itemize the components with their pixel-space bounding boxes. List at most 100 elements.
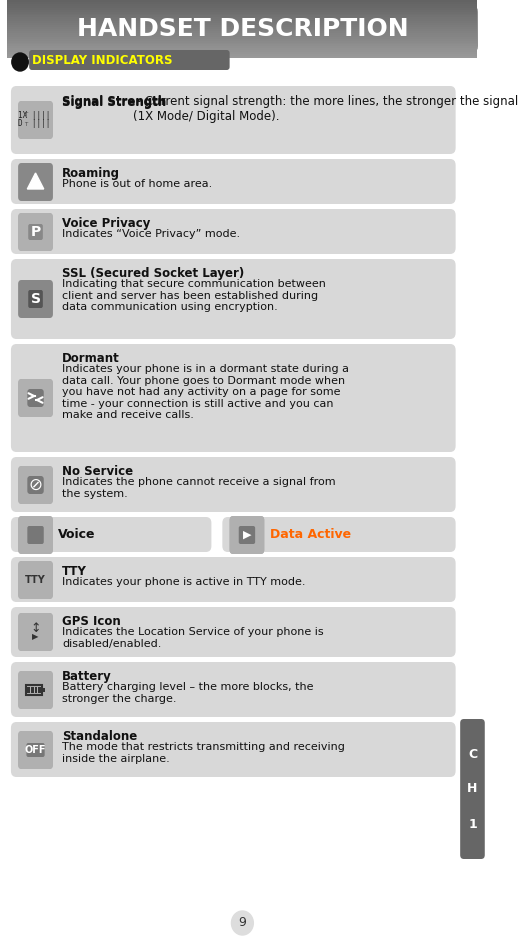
Bar <box>7 38 478 40</box>
Bar <box>7 45 478 48</box>
FancyBboxPatch shape <box>18 731 53 769</box>
Bar <box>7 38 478 40</box>
FancyBboxPatch shape <box>28 224 43 240</box>
Bar <box>7 6 478 8</box>
FancyBboxPatch shape <box>18 101 53 139</box>
FancyBboxPatch shape <box>27 743 45 757</box>
FancyBboxPatch shape <box>18 213 53 251</box>
Bar <box>7 55 478 58</box>
Bar <box>38 687 41 693</box>
Text: GPS Icon: GPS Icon <box>62 615 121 628</box>
Bar <box>7 13 478 15</box>
Text: Voice: Voice <box>59 528 96 541</box>
Text: No Service: No Service <box>62 465 133 478</box>
Text: ▶: ▶ <box>32 633 39 641</box>
Bar <box>7 43 478 46</box>
Bar <box>7 41 478 44</box>
Bar <box>7 10 478 13</box>
Text: Signal Strength: Signal Strength <box>62 95 166 108</box>
Text: Battery: Battery <box>62 670 112 683</box>
FancyBboxPatch shape <box>18 379 53 417</box>
Text: Standalone: Standalone <box>62 730 137 743</box>
FancyBboxPatch shape <box>18 163 53 201</box>
FancyBboxPatch shape <box>18 613 53 651</box>
FancyBboxPatch shape <box>239 526 255 544</box>
Text: TTY: TTY <box>25 575 46 585</box>
Bar <box>7 50 478 53</box>
Bar <box>7 46 478 48</box>
FancyBboxPatch shape <box>230 516 264 554</box>
Bar <box>7 52 478 54</box>
Bar <box>7 23 478 25</box>
Text: 1X ||||: 1X |||| <box>18 111 50 119</box>
FancyBboxPatch shape <box>460 719 485 859</box>
FancyBboxPatch shape <box>18 516 53 554</box>
Bar <box>7 23 478 25</box>
Text: ⊘: ⊘ <box>29 476 43 494</box>
FancyBboxPatch shape <box>29 50 230 70</box>
Circle shape <box>231 911 253 935</box>
Bar <box>31 687 34 693</box>
Bar <box>7 36 478 38</box>
Text: Indicating that secure communication between
client and server has been establis: Indicating that secure communication bet… <box>62 279 326 312</box>
Bar <box>7 30 478 33</box>
Bar <box>7 42 478 44</box>
Text: H: H <box>467 782 478 795</box>
FancyBboxPatch shape <box>18 213 53 251</box>
Bar <box>7 47 478 51</box>
FancyBboxPatch shape <box>18 561 53 599</box>
Bar <box>7 7 478 9</box>
FancyBboxPatch shape <box>27 389 44 407</box>
Bar <box>7 19 478 22</box>
Bar <box>7 24 478 27</box>
Bar <box>7 28 478 31</box>
Bar <box>7 5 478 8</box>
Text: 9: 9 <box>238 916 246 930</box>
Bar <box>7 8 478 11</box>
FancyBboxPatch shape <box>11 209 455 254</box>
Bar <box>7 52 478 54</box>
FancyBboxPatch shape <box>18 466 53 504</box>
Bar <box>7 19 478 22</box>
Bar <box>7 32 478 35</box>
FancyBboxPatch shape <box>7 0 478 58</box>
Text: Phone is out of home area.: Phone is out of home area. <box>62 179 212 189</box>
Bar <box>7 1 478 4</box>
FancyBboxPatch shape <box>11 344 455 452</box>
Text: Indicates your phone is in a dormant state during a
data call. Your phone goes t: Indicates your phone is in a dormant sta… <box>62 364 349 421</box>
Bar <box>7 28 478 31</box>
Bar <box>7 14 478 18</box>
Bar <box>7 32 478 35</box>
Bar <box>7 48 478 51</box>
Text: C: C <box>468 747 477 761</box>
Text: - Current signal strength: the more lines, the stronger the signal (1X Mode/ Dig: - Current signal strength: the more line… <box>133 95 518 123</box>
FancyBboxPatch shape <box>11 86 455 154</box>
FancyBboxPatch shape <box>11 722 455 777</box>
FancyBboxPatch shape <box>18 613 53 651</box>
Bar <box>7 35 478 37</box>
FancyBboxPatch shape <box>11 259 455 339</box>
Text: T: T <box>24 121 27 127</box>
Text: Dormant: Dormant <box>62 352 120 365</box>
Bar <box>7 26 478 29</box>
Text: Signal Strength: Signal Strength <box>62 96 166 109</box>
FancyBboxPatch shape <box>11 662 455 717</box>
Bar <box>7 21 478 23</box>
Text: Roaming: Roaming <box>62 167 120 180</box>
Polygon shape <box>27 173 44 189</box>
Circle shape <box>12 53 28 71</box>
Bar <box>7 12 478 15</box>
Bar <box>7 3 478 6</box>
FancyBboxPatch shape <box>18 101 53 139</box>
Text: SSL (Secured Socket Layer): SSL (Secured Socket Layer) <box>62 267 244 280</box>
Bar <box>7 15 478 18</box>
Bar <box>7 17 478 20</box>
Bar <box>7 24 478 27</box>
Text: ↕: ↕ <box>30 623 41 636</box>
Bar <box>7 16 478 20</box>
Text: DISPLAY INDICATORS: DISPLAY INDICATORS <box>32 54 172 67</box>
Text: Indicates “Voice Privacy” mode.: Indicates “Voice Privacy” mode. <box>62 229 240 239</box>
Text: T: T <box>24 113 27 117</box>
Bar <box>7 44 478 46</box>
Text: OFF: OFF <box>25 745 46 755</box>
